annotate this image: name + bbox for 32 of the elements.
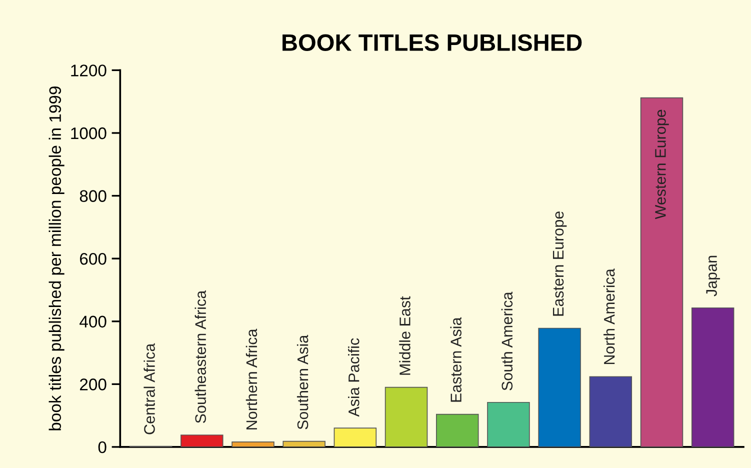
y-tick-label: 1200 <box>71 64 106 76</box>
x-tick-label: South America <box>501 292 513 390</box>
x-tick-label: Southern Asia <box>296 334 308 430</box>
y-axis-title: book titles published per million people in 1999 <box>48 86 64 430</box>
x-tick-label: North America <box>604 268 615 364</box>
bar <box>487 402 530 447</box>
x-tick-label: Japan <box>706 256 720 296</box>
x-tick-label: Eastern Europe <box>552 211 567 316</box>
bar <box>691 307 734 447</box>
y-tick-label: 1000 <box>71 127 106 140</box>
x-tick-label: Middle East <box>399 296 410 375</box>
chart-title: BOOK TITLES PUBLISHED <box>282 34 582 51</box>
x-tick-label: Central Africa <box>144 343 155 434</box>
bar <box>282 440 326 447</box>
x-tick-label: Southeastern Africa <box>194 290 206 424</box>
bar <box>180 434 224 447</box>
bar <box>640 97 684 447</box>
bar <box>538 328 581 447</box>
y-tick-label: 600 <box>80 252 106 265</box>
y-tick-label: 400 <box>80 316 106 328</box>
bar <box>232 441 274 447</box>
y-tick-label: 0 <box>98 441 106 454</box>
y-tick-label: 800 <box>80 190 106 202</box>
x-tick-label: Northern Africa <box>246 328 258 430</box>
x-tick-label: Asia Pacific <box>348 338 360 417</box>
y-tick-label: 200 <box>80 378 106 390</box>
bar <box>589 376 632 447</box>
x-tick-label: Eastern Asia <box>450 317 462 402</box>
bar <box>384 386 428 447</box>
bar <box>436 414 479 447</box>
x-tick-label: Western Europe <box>655 110 669 220</box>
bar <box>334 428 377 447</box>
